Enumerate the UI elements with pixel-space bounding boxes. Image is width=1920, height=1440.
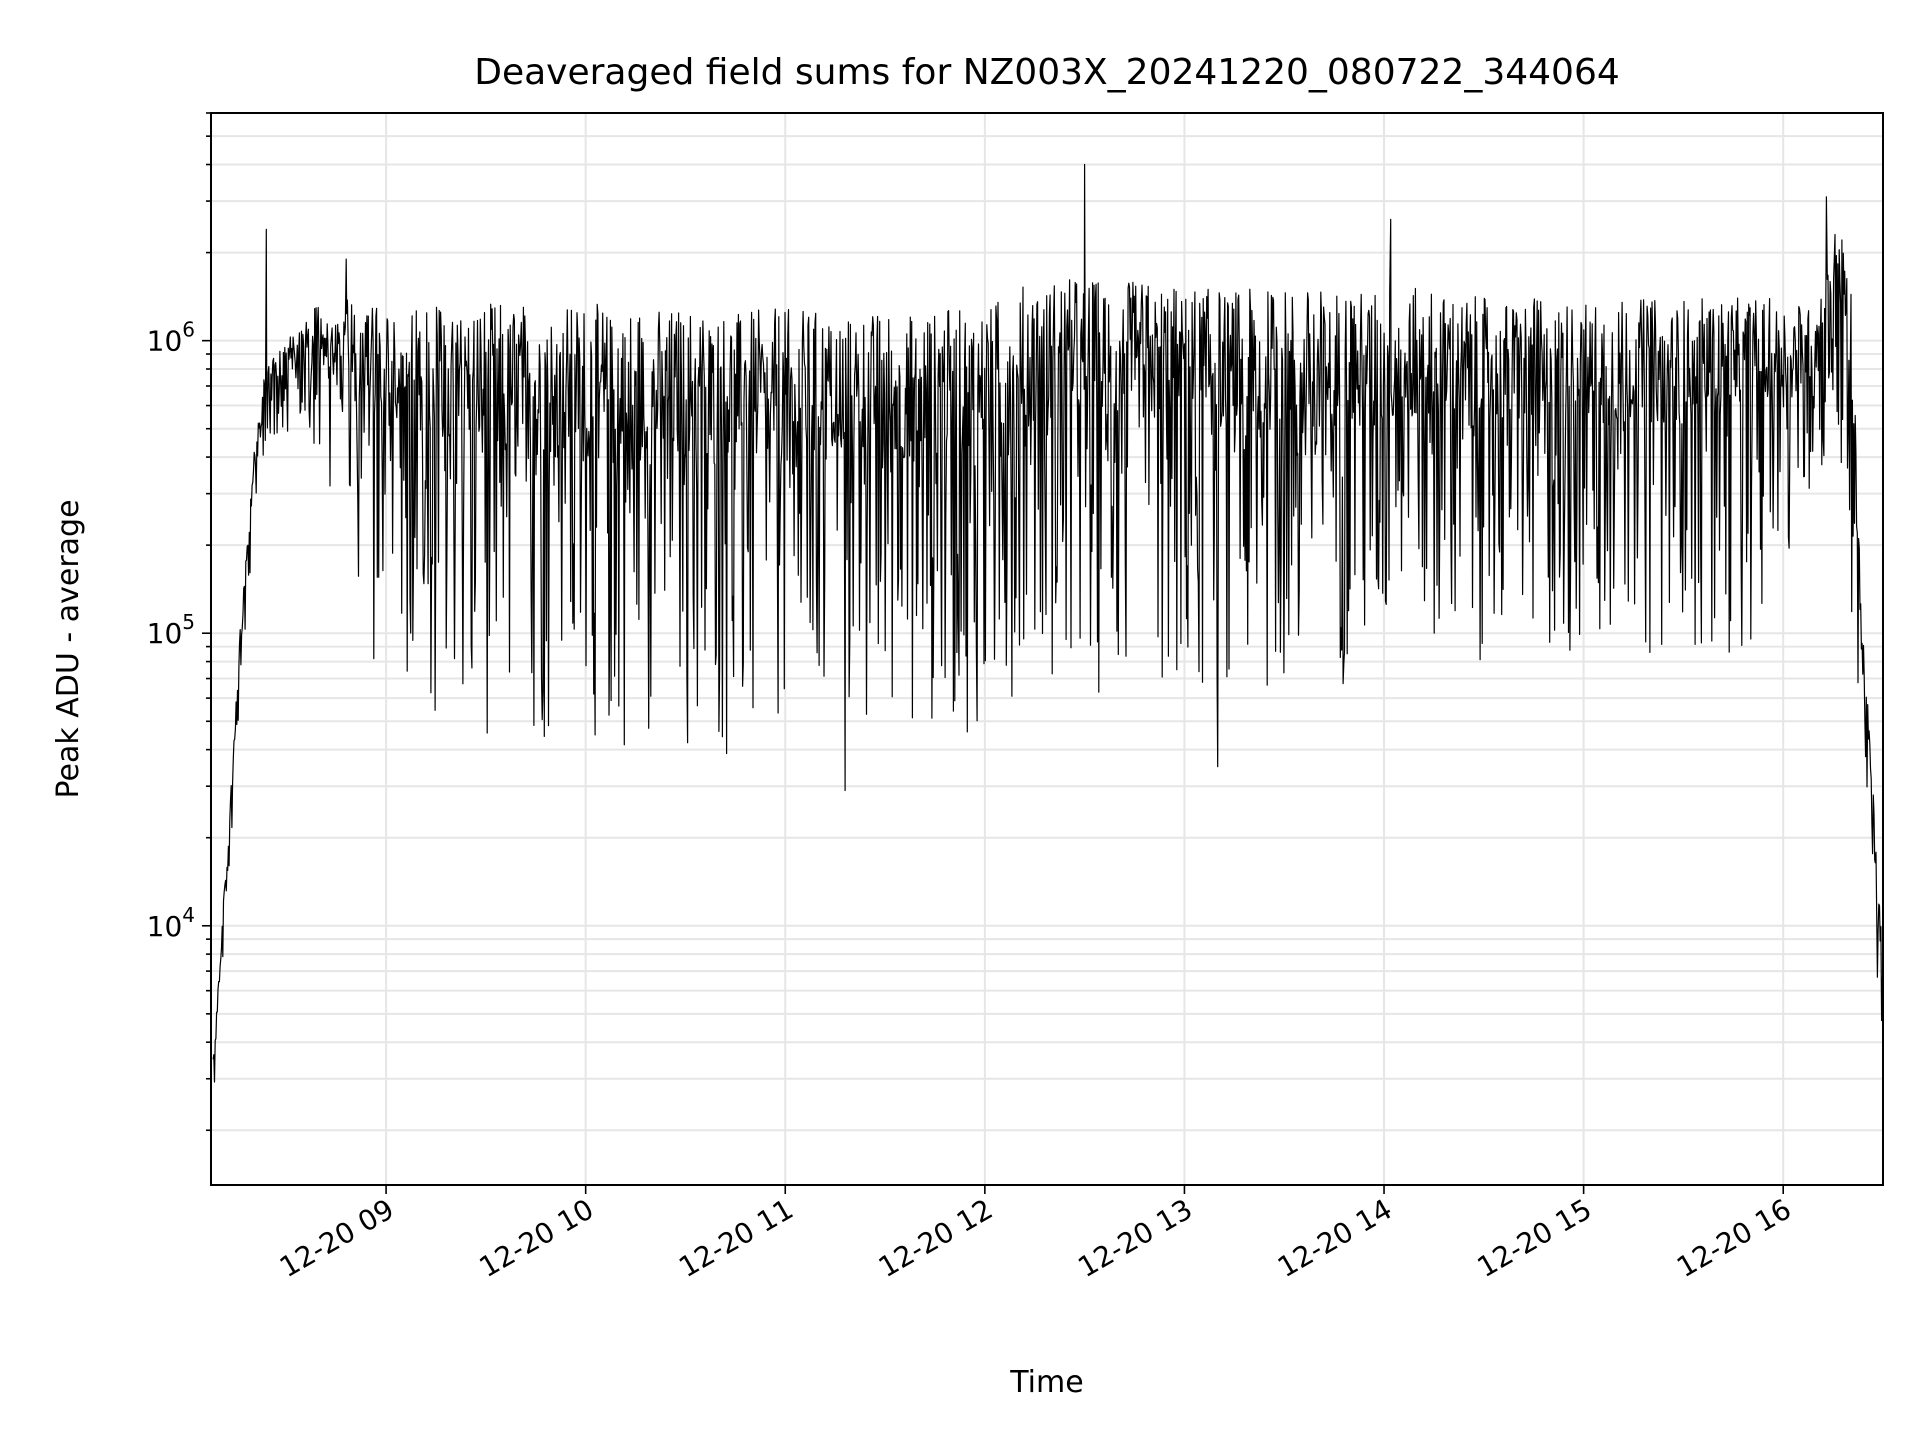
y-tick-label: 104 [147, 903, 195, 943]
series-line [212, 163, 1884, 1083]
y-tick-base: 10 [147, 910, 183, 943]
data-line-layer [212, 163, 1884, 1083]
chart-title: Deaveraged field sums for NZ003X_2024122… [474, 52, 1620, 93]
x-axis-label: Time [1009, 1365, 1083, 1400]
y-tick-exponent: 5 [182, 610, 195, 634]
y-tick-exponent: 4 [182, 903, 195, 927]
y-tick-label: 105 [147, 610, 195, 650]
y-tick-base: 10 [147, 617, 183, 650]
y-tick-exponent: 6 [182, 318, 195, 342]
y-tick-base: 10 [147, 325, 183, 358]
y-axis-label: Peak ADU - average [51, 499, 86, 798]
y-tick-label: 106 [147, 318, 195, 358]
plot-frame [210, 112, 1884, 1186]
